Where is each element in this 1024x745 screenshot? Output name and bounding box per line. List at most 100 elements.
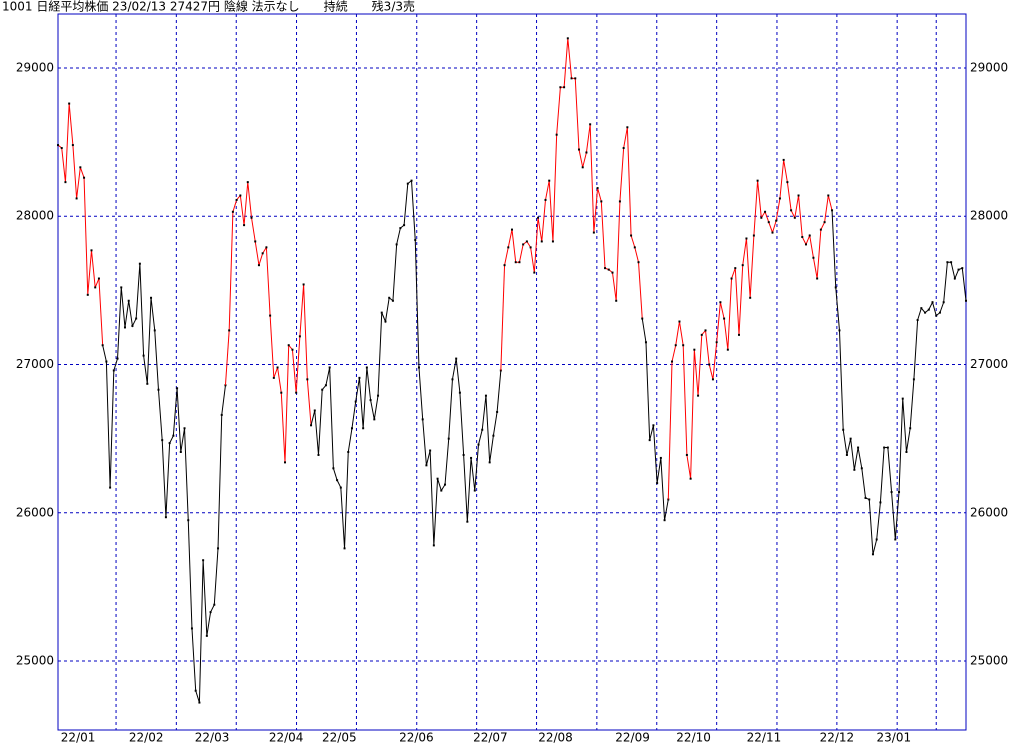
point	[726, 348, 729, 351]
y-tick-label: 28000	[16, 209, 54, 223]
point	[596, 187, 599, 190]
point	[909, 427, 912, 430]
point	[384, 320, 387, 323]
point	[213, 603, 216, 606]
point	[503, 264, 506, 267]
point	[209, 611, 212, 614]
point	[228, 329, 231, 332]
point	[626, 126, 629, 129]
point	[332, 467, 335, 470]
price-line	[671, 159, 833, 479]
point	[648, 439, 651, 442]
point	[752, 234, 755, 237]
x-tick-label: 22/06	[399, 731, 434, 745]
point	[808, 234, 811, 237]
point	[202, 559, 205, 562]
point	[243, 224, 246, 227]
point	[406, 182, 409, 185]
point	[172, 434, 175, 437]
y-tick-label-right: 25000	[970, 654, 1008, 668]
point	[276, 366, 279, 369]
point	[257, 264, 260, 267]
point	[280, 391, 283, 394]
point	[522, 243, 525, 246]
point	[313, 409, 316, 412]
connector	[500, 265, 506, 371]
point	[86, 293, 89, 296]
point	[767, 221, 770, 224]
point	[912, 378, 915, 381]
point	[94, 286, 97, 289]
point	[965, 299, 967, 302]
point	[678, 320, 681, 323]
x-tick-label: 23/01	[877, 731, 912, 745]
point	[819, 228, 822, 231]
x-tick-label: 22/12	[820, 731, 855, 745]
point	[265, 246, 268, 249]
point	[120, 286, 123, 289]
point	[429, 449, 432, 452]
point	[868, 498, 871, 501]
point	[477, 443, 480, 446]
point	[871, 553, 874, 556]
point	[369, 399, 372, 402]
point	[938, 311, 941, 314]
chart-title: 1001 日経平均株価 23/02/13 27427円 陰線 法示なし 持続 残…	[2, 0, 415, 14]
point	[79, 166, 82, 169]
x-tick-label: 22/11	[747, 731, 782, 745]
point	[179, 450, 182, 453]
point	[440, 489, 443, 492]
point	[804, 243, 807, 246]
point	[350, 427, 353, 430]
point	[693, 348, 696, 351]
point	[622, 147, 625, 150]
point	[853, 468, 856, 471]
point	[604, 267, 607, 270]
point	[697, 394, 700, 397]
point	[570, 77, 573, 80]
point	[618, 200, 621, 203]
point	[916, 319, 919, 322]
point	[246, 181, 249, 184]
point	[901, 397, 904, 400]
point	[719, 301, 722, 304]
point	[544, 198, 547, 201]
point	[797, 194, 800, 197]
y-tick-label-right: 28000	[970, 209, 1008, 223]
point	[455, 357, 458, 360]
point	[164, 516, 167, 519]
point	[150, 296, 153, 299]
point	[436, 477, 439, 480]
point	[920, 307, 923, 310]
point	[388, 296, 391, 299]
x-tick-label: 22/07	[473, 731, 508, 745]
point	[157, 388, 160, 391]
point	[421, 418, 424, 421]
point	[704, 329, 707, 332]
point	[555, 133, 558, 136]
point	[842, 428, 845, 431]
point	[414, 238, 417, 241]
point	[793, 216, 796, 219]
point	[354, 400, 357, 403]
point	[771, 231, 774, 234]
connector	[667, 361, 673, 500]
point	[458, 391, 461, 394]
point	[537, 216, 540, 219]
point	[633, 246, 636, 249]
point	[291, 348, 294, 351]
point	[488, 461, 491, 464]
point	[827, 194, 830, 197]
point	[127, 299, 130, 302]
point	[205, 634, 208, 637]
point	[116, 357, 119, 360]
point	[592, 231, 595, 234]
point	[950, 261, 953, 264]
y-tick-label: 25000	[16, 654, 54, 668]
point	[231, 210, 234, 213]
point	[272, 376, 275, 379]
point	[410, 179, 413, 182]
